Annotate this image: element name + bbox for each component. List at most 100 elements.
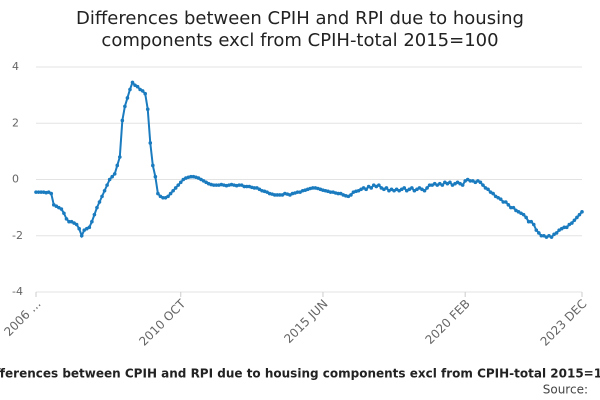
- x-tick-label: 2015 JUN: [281, 297, 330, 346]
- point: [74, 222, 79, 227]
- y-tick-label: 0: [12, 173, 19, 186]
- footer-title: Differences between CPIH and RPI due to …: [0, 367, 600, 381]
- chart-title: Differences between CPIH and RPI due to …: [76, 8, 524, 51]
- point: [143, 91, 147, 96]
- point: [328, 190, 333, 194]
- point: [77, 226, 81, 231]
- point: [161, 195, 165, 200]
- point: [564, 225, 569, 230]
- point: [79, 233, 84, 238]
- point: [468, 179, 473, 183]
- point: [92, 212, 97, 217]
- x-tick-label: 2020 FEB: [423, 297, 473, 347]
- point: [176, 183, 181, 187]
- line: [36, 80, 583, 239]
- y-tick-label: -2: [12, 229, 23, 242]
- point: [105, 183, 109, 187]
- point: [128, 87, 132, 92]
- y-tick-label: -4: [12, 285, 23, 298]
- point: [102, 188, 107, 193]
- point: [171, 188, 175, 193]
- point: [112, 172, 117, 176]
- point: [539, 233, 544, 238]
- point: [448, 180, 452, 185]
- y-tick-label: 4: [12, 60, 19, 73]
- point: [214, 183, 219, 187]
- point: [377, 183, 381, 187]
- point: [336, 191, 341, 196]
- point: [135, 84, 140, 89]
- point: [156, 191, 160, 196]
- point: [580, 210, 584, 214]
- point: [440, 183, 445, 187]
- point: [506, 203, 511, 207]
- point: [295, 190, 300, 194]
- point: [90, 219, 94, 224]
- point: [107, 177, 112, 182]
- point: [275, 193, 280, 197]
- point: [511, 205, 516, 210]
- point: [148, 141, 153, 145]
- point: [67, 219, 71, 224]
- point: [402, 186, 407, 190]
- point: [481, 183, 485, 187]
- point: [410, 186, 414, 190]
- point: [166, 194, 170, 199]
- point: [554, 231, 559, 235]
- point: [277, 193, 282, 197]
- point: [120, 118, 125, 123]
- point: [97, 200, 102, 204]
- point: [140, 89, 145, 93]
- source: Source:: [543, 383, 588, 397]
- point: [153, 174, 158, 179]
- point: [59, 207, 64, 211]
- point: [509, 205, 513, 210]
- x-tick-label: 2010 OCT: [136, 296, 188, 348]
- point: [62, 211, 66, 216]
- point: [531, 222, 536, 227]
- point: [577, 212, 582, 217]
- point: [110, 174, 114, 179]
- point: [211, 183, 216, 187]
- point: [537, 231, 541, 235]
- point: [534, 228, 539, 232]
- point: [178, 180, 183, 185]
- point: [151, 163, 155, 168]
- point: [49, 191, 54, 196]
- point: [237, 183, 241, 187]
- point: [526, 219, 531, 224]
- point: [549, 235, 554, 239]
- point: [498, 197, 503, 201]
- point: [384, 186, 389, 190]
- point: [189, 174, 193, 179]
- point: [524, 215, 528, 220]
- point: [244, 184, 249, 189]
- point: [118, 155, 122, 159]
- point: [272, 193, 277, 197]
- point: [570, 221, 574, 225]
- point: [501, 200, 506, 204]
- point: [115, 163, 120, 168]
- x-tick-label: 2023 DEC: [538, 297, 590, 349]
- point: [252, 186, 257, 190]
- point: [34, 190, 38, 194]
- point: [242, 184, 247, 189]
- point: [572, 218, 577, 223]
- point: [95, 205, 99, 210]
- point: [168, 191, 173, 196]
- y-tick-label: 2: [12, 116, 19, 129]
- point: [478, 180, 483, 185]
- point: [173, 186, 178, 190]
- point: [87, 225, 92, 230]
- point: [369, 186, 374, 190]
- point: [130, 80, 135, 85]
- point: [64, 217, 69, 221]
- point: [562, 225, 567, 230]
- point: [422, 188, 427, 193]
- point: [39, 190, 43, 194]
- point: [529, 219, 534, 224]
- point: [460, 183, 465, 187]
- point: [486, 187, 490, 192]
- point: [364, 187, 368, 192]
